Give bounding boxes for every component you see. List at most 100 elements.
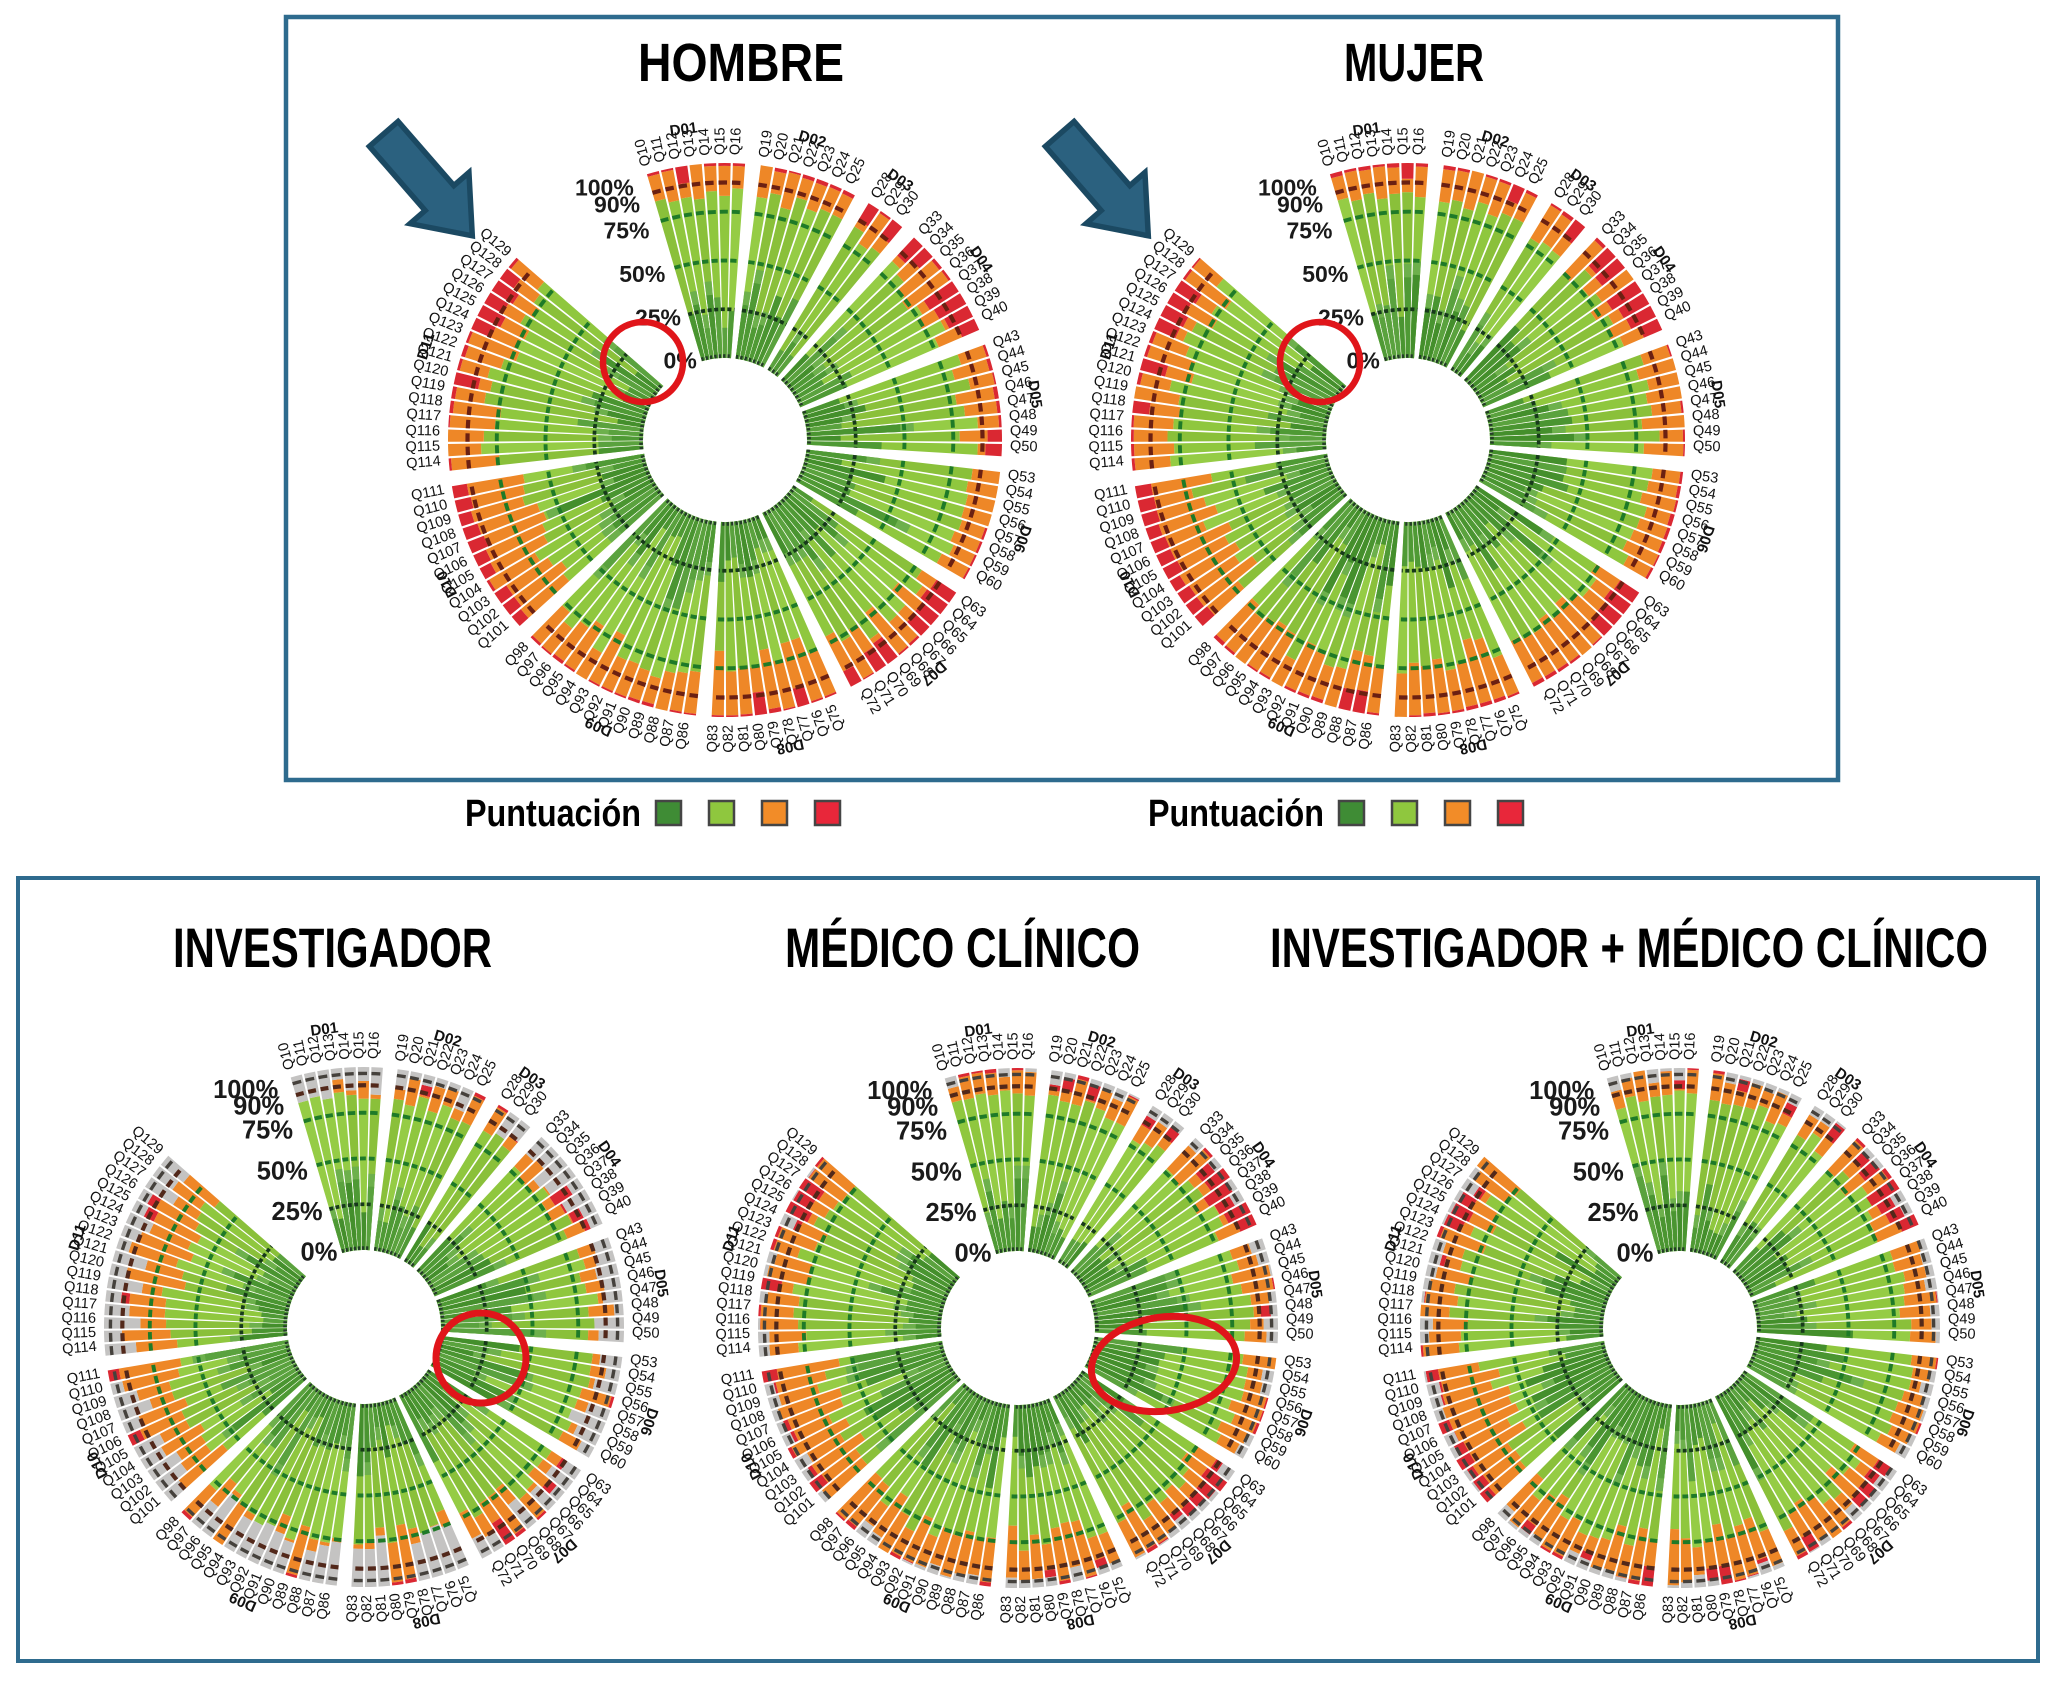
svg-text:Q19: Q19 (393, 1033, 413, 1063)
svg-text:Q81: Q81 (1418, 724, 1436, 753)
svg-text:100%: 100% (867, 1077, 932, 1105)
svg-text:Q48: Q48 (631, 1295, 660, 1313)
svg-text:Q120: Q120 (1383, 1249, 1421, 1273)
svg-text:Q89: Q89 (924, 1582, 947, 1613)
svg-text:Q54: Q54 (1687, 482, 1717, 503)
svg-text:Q49: Q49 (1948, 1311, 1976, 1327)
svg-text:Q47: Q47 (1689, 391, 1718, 410)
svg-text:Q21: Q21 (420, 1038, 442, 1069)
svg-text:Q50: Q50 (632, 1325, 660, 1342)
svg-text:Q89: Q89 (626, 710, 649, 741)
svg-text:Puntuación: Puntuación (465, 793, 641, 835)
svg-text:Q54: Q54 (626, 1366, 656, 1387)
svg-text:Q80: Q80 (1041, 1593, 1060, 1622)
svg-text:Q82: Q82 (1404, 725, 1421, 753)
svg-text:Q83: Q83 (1660, 1596, 1677, 1624)
svg-text:Q119: Q119 (719, 1264, 756, 1286)
svg-text:Q55: Q55 (1684, 497, 1715, 519)
svg-text:25%: 25% (1588, 1199, 1639, 1227)
svg-text:Q12: Q12 (664, 131, 684, 161)
svg-text:Q16: Q16 (1020, 1032, 1037, 1060)
svg-text:Q80: Q80 (1703, 1593, 1722, 1622)
svg-text:Q13: Q13 (1637, 1034, 1656, 1063)
svg-text:Q11: Q11 (945, 1039, 966, 1068)
svg-text:90%: 90% (594, 192, 640, 218)
svg-text:Q87: Q87 (1340, 718, 1361, 748)
svg-text:Q53: Q53 (1283, 1353, 1313, 1373)
svg-text:Q77: Q77 (429, 1583, 452, 1614)
svg-text:Q117: Q117 (1089, 406, 1125, 424)
svg-text:Q53: Q53 (1007, 467, 1037, 487)
svg-text:D05: D05 (650, 1268, 671, 1299)
svg-text:Q111: Q111 (410, 482, 446, 504)
svg-text:Q120: Q120 (412, 357, 450, 381)
svg-text:Q116: Q116 (61, 1310, 96, 1327)
svg-text:Q21: Q21 (1736, 1039, 1758, 1070)
svg-text:Q78: Q78 (415, 1587, 437, 1618)
svg-text:Q88: Q88 (641, 715, 663, 746)
svg-text:Q48: Q48 (1947, 1296, 1976, 1314)
svg-text:Q14: Q14 (696, 128, 713, 156)
svg-text:Q79: Q79 (1448, 719, 1469, 749)
svg-text:Q19: Q19 (756, 129, 776, 159)
svg-text:Q50: Q50 (1948, 1326, 1976, 1343)
svg-text:Q55: Q55 (1939, 1381, 1970, 1403)
svg-text:Q80: Q80 (750, 722, 769, 751)
svg-text:Q20: Q20 (1454, 131, 1475, 161)
svg-text:INVESTIGADOR + MÉDICO CLÍNICO: INVESTIGADOR + MÉDICO CLÍNICO (1270, 916, 1988, 979)
svg-text:Q86: Q86 (314, 1591, 333, 1620)
svg-text:Q49: Q49 (1693, 423, 1721, 439)
svg-text:Q47: Q47 (1945, 1281, 1974, 1300)
svg-text:Q118: Q118 (717, 1280, 753, 1300)
svg-text:Q111: Q111 (1382, 1367, 1418, 1389)
svg-text:Q12: Q12 (1621, 1036, 1641, 1066)
svg-text:Q44: Q44 (618, 1234, 649, 1257)
svg-text:Q46: Q46 (626, 1264, 656, 1285)
svg-text:Q48: Q48 (1008, 407, 1037, 425)
svg-text:90%: 90% (1549, 1093, 1600, 1121)
svg-text:Q21: Q21 (1469, 135, 1491, 166)
svg-text:Q14: Q14 (1379, 128, 1396, 156)
svg-text:75%: 75% (242, 1117, 293, 1145)
svg-text:Q86: Q86 (673, 721, 692, 750)
svg-text:Q45: Q45 (1939, 1250, 1969, 1272)
svg-text:Q114: Q114 (62, 1339, 98, 1358)
svg-text:D01: D01 (1352, 119, 1382, 140)
svg-text:Q81: Q81 (373, 1594, 391, 1623)
svg-text:Q22: Q22 (434, 1042, 458, 1073)
svg-text:MUJER: MUJER (1344, 33, 1484, 93)
svg-text:HOMBRE: HOMBRE (638, 33, 844, 93)
svg-text:Q11: Q11 (1607, 1039, 1628, 1068)
svg-text:Q111: Q111 (1093, 482, 1129, 504)
svg-text:Q45: Q45 (623, 1249, 653, 1271)
svg-text:Q48: Q48 (1285, 1296, 1314, 1314)
svg-text:Q14: Q14 (990, 1033, 1007, 1061)
svg-text:Q55: Q55 (1001, 497, 1032, 519)
svg-text:50%: 50% (1302, 261, 1348, 287)
svg-text:Q10: Q10 (275, 1041, 298, 1072)
svg-text:Q87: Q87 (953, 1590, 974, 1620)
svg-text:0%: 0% (955, 1240, 992, 1268)
svg-text:Q56: Q56 (619, 1393, 650, 1416)
svg-text:Q15: Q15 (1395, 127, 1411, 155)
svg-text:Q119: Q119 (1381, 1264, 1418, 1286)
svg-text:25%: 25% (926, 1199, 977, 1227)
svg-text:Q83: Q83 (705, 725, 722, 753)
svg-text:Q10: Q10 (1591, 1042, 1614, 1073)
svg-text:Q44: Q44 (996, 343, 1027, 366)
svg-text:Q117: Q117 (716, 1295, 752, 1313)
svg-text:Q13: Q13 (680, 129, 699, 158)
svg-text:Q16: Q16 (1410, 127, 1427, 155)
svg-text:Q11: Q11 (648, 135, 669, 164)
svg-text:Q10: Q10 (632, 137, 655, 168)
svg-text:Q83: Q83 (998, 1596, 1015, 1624)
svg-text:Q46: Q46 (1942, 1265, 1972, 1286)
svg-text:Q54: Q54 (1004, 482, 1034, 503)
svg-text:Q116: Q116 (1088, 423, 1123, 440)
svg-text:Q11: Q11 (291, 1038, 312, 1067)
svg-text:Q47: Q47 (1283, 1281, 1312, 1300)
svg-text:0%: 0% (301, 1239, 338, 1267)
svg-text:Q49: Q49 (1286, 1311, 1314, 1327)
svg-text:Q56: Q56 (1273, 1394, 1304, 1417)
svg-text:90%: 90% (233, 1092, 284, 1120)
